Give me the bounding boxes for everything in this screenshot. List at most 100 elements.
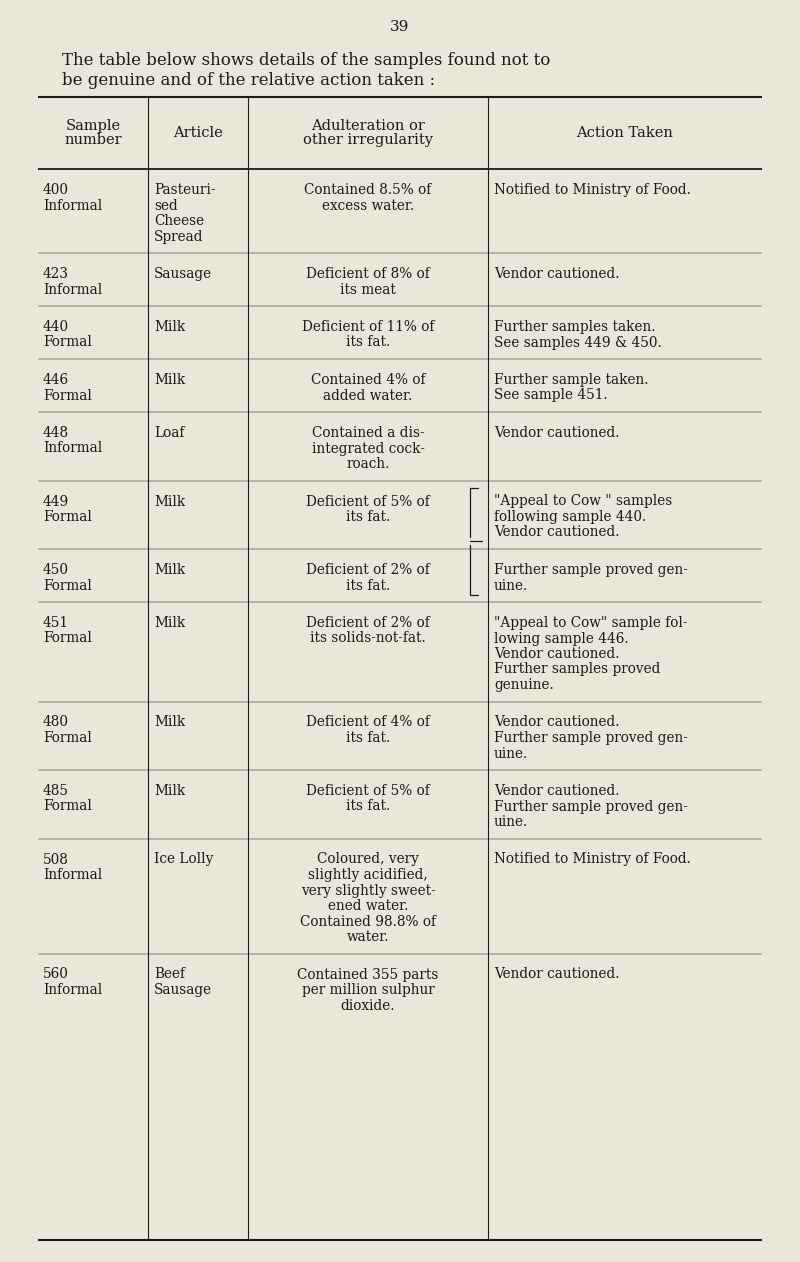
Text: Sausage: Sausage (154, 983, 212, 997)
Text: Formal: Formal (43, 510, 92, 524)
Text: 451: 451 (43, 616, 69, 630)
Text: Sausage: Sausage (154, 268, 212, 281)
Text: uine.: uine. (494, 747, 528, 761)
Text: Informal: Informal (43, 198, 102, 212)
Text: uine.: uine. (494, 815, 528, 829)
Text: its fat.: its fat. (346, 510, 390, 524)
Text: 480: 480 (43, 716, 69, 729)
Text: Further samples proved: Further samples proved (494, 663, 660, 676)
Text: See sample 451.: See sample 451. (494, 389, 608, 403)
Text: Formal: Formal (43, 800, 92, 814)
Text: Notified to Ministry of Food.: Notified to Ministry of Food. (494, 853, 691, 867)
Text: Contained 355 parts: Contained 355 parts (298, 968, 438, 982)
Text: Cheese: Cheese (154, 215, 204, 228)
Text: number: number (64, 133, 122, 146)
Text: Formal: Formal (43, 578, 92, 592)
Text: Formal: Formal (43, 336, 92, 350)
Text: 485: 485 (43, 784, 69, 798)
Text: 448: 448 (43, 427, 69, 440)
Text: 560: 560 (43, 968, 69, 982)
Text: Milk: Milk (154, 563, 186, 577)
Text: Deficient of 5% of: Deficient of 5% of (306, 495, 430, 509)
Text: Adulteration or: Adulteration or (311, 119, 425, 133)
Text: integrated cock-: integrated cock- (311, 442, 425, 456)
Text: Pasteuri-: Pasteuri- (154, 183, 215, 197)
Text: Contained 8.5% of: Contained 8.5% of (304, 183, 432, 197)
Text: Formal: Formal (43, 731, 92, 745)
Text: Milk: Milk (154, 495, 186, 509)
Text: its fat.: its fat. (346, 731, 390, 745)
Text: water.: water. (346, 930, 390, 944)
Text: Further sample taken.: Further sample taken. (494, 374, 649, 387)
Text: Action Taken: Action Taken (577, 126, 674, 140)
Text: Contained a dis-: Contained a dis- (312, 427, 424, 440)
Text: Vendor cautioned.: Vendor cautioned. (494, 716, 619, 729)
Text: Deficient of 2% of: Deficient of 2% of (306, 616, 430, 630)
Text: Coloured, very: Coloured, very (317, 853, 419, 867)
Text: following sample 440.: following sample 440. (494, 510, 646, 524)
Text: Vendor cautioned.: Vendor cautioned. (494, 968, 619, 982)
Text: 440: 440 (43, 321, 69, 334)
Text: Formal: Formal (43, 389, 92, 403)
Text: Vendor cautioned.: Vendor cautioned. (494, 268, 619, 281)
Text: other irregularity: other irregularity (303, 133, 433, 146)
Text: Informal: Informal (43, 868, 102, 882)
Text: 39: 39 (390, 20, 410, 34)
Text: added water.: added water. (323, 389, 413, 403)
Text: genuine.: genuine. (494, 678, 554, 692)
Text: 450: 450 (43, 563, 69, 577)
Text: per million sulphur: per million sulphur (302, 983, 434, 997)
Text: its fat.: its fat. (346, 336, 390, 350)
Text: dioxide.: dioxide. (341, 998, 395, 1012)
Text: Vendor cautioned.: Vendor cautioned. (494, 427, 619, 440)
Text: its solids-not-fat.: its solids-not-fat. (310, 631, 426, 645)
Text: Sample: Sample (66, 119, 121, 133)
Text: Further samples taken.: Further samples taken. (494, 321, 655, 334)
Text: Notified to Ministry of Food.: Notified to Ministry of Food. (494, 183, 691, 197)
Text: its fat.: its fat. (346, 578, 390, 592)
Text: Further sample proved gen-: Further sample proved gen- (494, 800, 688, 814)
Text: Milk: Milk (154, 321, 186, 334)
Text: excess water.: excess water. (322, 198, 414, 212)
Text: ened water.: ened water. (328, 899, 408, 912)
Text: Deficient of 5% of: Deficient of 5% of (306, 784, 430, 798)
Text: Spread: Spread (154, 230, 203, 244)
Text: Formal: Formal (43, 631, 92, 645)
Text: Informal: Informal (43, 983, 102, 997)
Text: Vendor cautioned.: Vendor cautioned. (494, 525, 619, 539)
Text: slightly acidified,: slightly acidified, (308, 868, 428, 882)
Text: Milk: Milk (154, 784, 186, 798)
Text: "Appeal to Cow" sample fol-: "Appeal to Cow" sample fol- (494, 616, 687, 630)
Text: very slightly sweet-: very slightly sweet- (301, 883, 435, 897)
Text: Further sample proved gen-: Further sample proved gen- (494, 563, 688, 577)
Text: roach.: roach. (346, 457, 390, 471)
Text: uine.: uine. (494, 578, 528, 592)
Text: lowing sample 446.: lowing sample 446. (494, 631, 629, 645)
Text: Vendor cautioned.: Vendor cautioned. (494, 647, 619, 661)
Text: Milk: Milk (154, 616, 186, 630)
Text: be genuine and of the relative action taken :: be genuine and of the relative action ta… (62, 72, 435, 90)
Text: Loaf: Loaf (154, 427, 184, 440)
Text: Further sample proved gen-: Further sample proved gen- (494, 731, 688, 745)
Text: Beef: Beef (154, 968, 185, 982)
Text: 449: 449 (43, 495, 70, 509)
Text: its fat.: its fat. (346, 800, 390, 814)
Text: 400: 400 (43, 183, 69, 197)
Text: Informal: Informal (43, 283, 102, 297)
Text: Deficient of 2% of: Deficient of 2% of (306, 563, 430, 577)
Text: 446: 446 (43, 374, 69, 387)
Text: Contained 98.8% of: Contained 98.8% of (300, 915, 436, 929)
Text: Deficient of 11% of: Deficient of 11% of (302, 321, 434, 334)
Text: "Appeal to Cow " samples: "Appeal to Cow " samples (494, 495, 672, 509)
Text: Deficient of 8% of: Deficient of 8% of (306, 268, 430, 281)
Text: Article: Article (173, 126, 223, 140)
Text: Milk: Milk (154, 374, 186, 387)
Text: 423: 423 (43, 268, 69, 281)
Text: The table below shows details of the samples found not to: The table below shows details of the sam… (62, 52, 550, 69)
Text: Deficient of 4% of: Deficient of 4% of (306, 716, 430, 729)
Text: 508: 508 (43, 853, 69, 867)
Text: Ice Lolly: Ice Lolly (154, 853, 214, 867)
Text: See samples 449 & 450.: See samples 449 & 450. (494, 336, 662, 350)
Text: its meat: its meat (340, 283, 396, 297)
Text: sed: sed (154, 198, 178, 212)
